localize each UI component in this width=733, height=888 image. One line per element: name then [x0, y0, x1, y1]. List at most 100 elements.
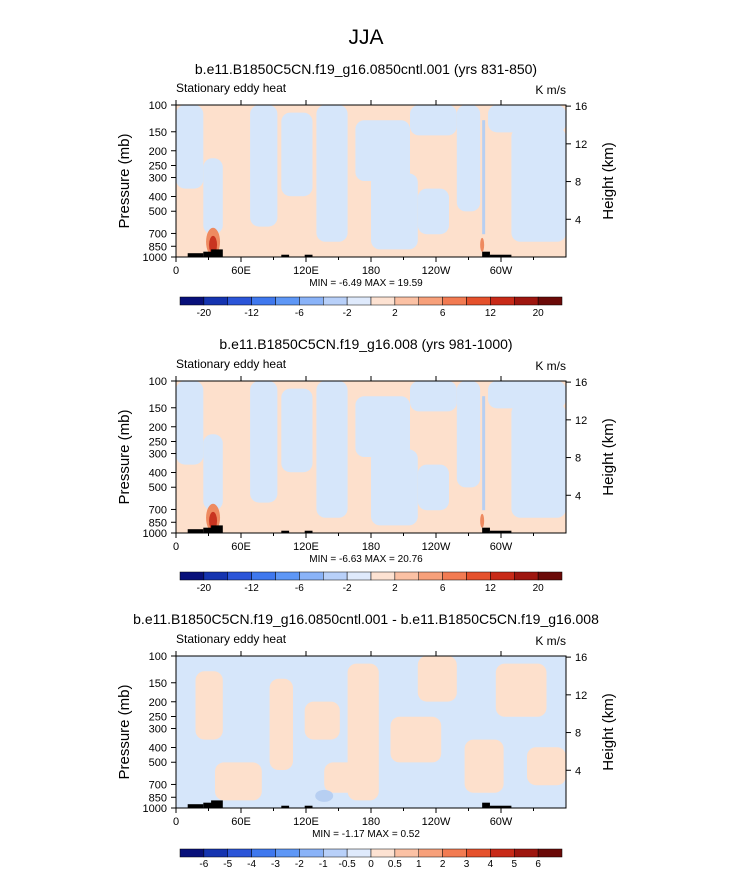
colorbar-box — [299, 848, 324, 858]
colorbar-label: -5 — [223, 859, 232, 870]
colorbar-label: -2 — [343, 308, 352, 319]
y-tick-label: 400 — [149, 743, 167, 755]
heat-secondary-maximum — [480, 513, 485, 528]
height-tick-label: 12 — [575, 415, 587, 427]
contour-region — [410, 381, 457, 412]
height-tick-label: 8 — [575, 728, 581, 740]
y-tick-label: 150 — [149, 127, 167, 139]
colorbar-box — [490, 296, 515, 306]
colorbar-label: 12 — [485, 583, 497, 594]
colorbar-box — [179, 848, 205, 858]
colorbar-label: -6 — [199, 859, 208, 870]
panel-title: b.e11.B1850C5CN.f19_g16.008 (yrs 981-100… — [219, 336, 512, 352]
height-tick-label: 12 — [575, 139, 587, 151]
topography — [482, 802, 490, 808]
x-tick-label: 180 — [362, 541, 380, 553]
colorbar-box — [514, 571, 539, 581]
stats-label: MIN = -1.17 MAX = 0.52 — [312, 829, 420, 840]
x-tick-label: 0 — [173, 265, 179, 277]
x-tick-label: 120W — [422, 541, 451, 553]
x-tick-label: 60W — [490, 816, 513, 828]
colorbar-box — [490, 571, 515, 581]
stats-label: MIN = -6.49 MAX = 19.59 — [309, 278, 423, 289]
y-tick-label: 500 — [149, 757, 167, 769]
y-tick-label: 200 — [149, 697, 167, 709]
y-tick-label: 700 — [149, 779, 167, 791]
colorbar-box — [418, 848, 443, 858]
colorbar-label: 12 — [485, 308, 497, 319]
colorbar-box — [442, 571, 467, 581]
y-axis-right-title: Height (km) — [600, 142, 617, 220]
y-tick-label: 300 — [149, 724, 167, 736]
figure-title: JJA — [348, 26, 383, 49]
colorbar-box — [370, 296, 396, 306]
height-tick-label: 4 — [575, 765, 581, 777]
stats-label: MIN = -6.63 MAX = 20.76 — [309, 554, 423, 565]
y-axis-right-title: Height (km) — [600, 693, 617, 771]
negative-streak — [482, 396, 486, 511]
height-tick-label: 12 — [575, 690, 587, 702]
colorbar-label: -12 — [244, 308, 259, 319]
colorbar-label: 0 — [368, 859, 374, 870]
colorbar-label: 0.5 — [388, 859, 402, 870]
y-axis-title: Pressure (mb) — [116, 409, 133, 504]
contour-region — [250, 381, 278, 503]
colorbar-box — [346, 571, 372, 581]
x-tick-label: 120E — [293, 265, 319, 277]
contour-region — [371, 449, 418, 526]
y-tick-label: 850 — [149, 241, 167, 253]
colorbar-label: 6 — [440, 583, 446, 594]
contour-region — [456, 381, 481, 488]
colorbar-box — [251, 296, 276, 306]
colorbar-label: -6 — [295, 583, 304, 594]
colorbar-label: -12 — [244, 583, 259, 594]
colorbar-box — [537, 296, 563, 306]
colorbar-box — [346, 296, 372, 306]
colorbar-box — [275, 296, 300, 306]
colorbar-box — [442, 296, 467, 306]
y-tick-label: 700 — [149, 228, 167, 240]
y-tick-label: 300 — [149, 449, 167, 461]
y-tick-label: 500 — [149, 206, 167, 218]
colorbar-box — [203, 296, 228, 306]
y-tick-label: 1000 — [143, 252, 167, 264]
x-tick-label: 0 — [173, 816, 179, 828]
topography — [281, 530, 290, 533]
x-tick-label: 120W — [422, 265, 451, 277]
x-tick-label: 60W — [490, 265, 513, 277]
contour-region — [316, 381, 348, 518]
colorbar-box — [227, 848, 252, 858]
y-tick-label: 150 — [149, 403, 167, 415]
topography — [482, 527, 490, 533]
y-tick-label: 250 — [149, 160, 167, 172]
colorbar-box — [466, 296, 491, 306]
contour-region — [281, 388, 313, 473]
contour-region — [417, 464, 449, 511]
colorbar-box — [203, 571, 228, 581]
topography — [489, 530, 512, 533]
colorbar-box — [394, 296, 419, 306]
colorbar-box — [275, 571, 300, 581]
contour-field — [176, 656, 566, 808]
contour-region — [464, 739, 504, 793]
y-tick-label: 300 — [149, 173, 167, 185]
y-tick-label: 200 — [149, 422, 167, 434]
colorbar-label: -6 — [295, 308, 304, 319]
topography — [187, 529, 204, 533]
y-tick-label: 1000 — [143, 528, 167, 540]
contour-region — [176, 381, 204, 465]
colorbar-label: 20 — [533, 583, 545, 594]
panel-left-label: Stationary eddy heat — [176, 632, 287, 646]
colorbar-box — [323, 571, 348, 581]
colorbar-box — [490, 848, 515, 858]
colorbar-box — [346, 848, 372, 858]
contour-region — [495, 663, 547, 717]
y-tick-label: 100 — [149, 376, 167, 388]
contour-region — [355, 120, 410, 181]
contour-region — [269, 678, 293, 770]
topography — [203, 527, 215, 533]
colorbar-box — [251, 571, 276, 581]
x-tick-label: 120E — [293, 541, 319, 553]
panel-right-label: K m/s — [535, 359, 566, 373]
x-tick-label: 180 — [362, 816, 380, 828]
